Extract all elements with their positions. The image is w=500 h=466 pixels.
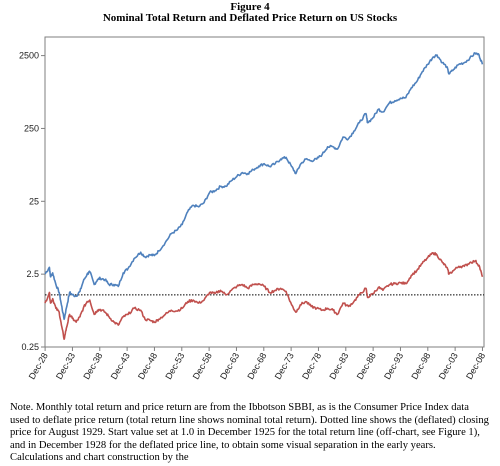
y-tick-label: 250 [24,123,39,133]
x-tick-label: Dec-93 [382,351,405,381]
chart-note: Note. Monthly total return and price ret… [10,402,489,464]
x-tick-label: Dec-28 [27,351,50,381]
x-tick-label: Dec-83 [327,351,350,381]
series-line-total-return [44,52,484,321]
x-tick-label: Dec-78 [300,351,323,381]
x-tick-label: Dec-03 [437,351,460,381]
figure-label: Figure 4 [230,1,270,13]
x-tick-label: Dec-58 [191,351,214,381]
x-tick-label: Dec-43 [109,351,132,381]
plot-area: 0.25 2.5 25 250 2500 Dec-28 Dec-33 Dec-38 Dec-43… [19,36,487,381]
x-tick-label: Dec-68 [245,351,268,381]
y-tick-label: 0.25 [21,342,39,352]
x-tick-label: Dec-98 [409,351,432,381]
x-tick-label: Dec-73 [273,351,296,381]
plot-frame [44,36,485,348]
x-tick-label: Dec-53 [163,351,186,381]
chart-title: Nominal Total Return and Deflated Price … [102,12,398,24]
series-line-deflated-price [44,251,484,340]
chart: 0.25 2.5 25 250 2500 Dec-28 Dec-33 Dec-38 Dec-43… [19,36,487,381]
y-tick-label: 2500 [19,51,39,61]
x-tick-label: Dec-88 [355,351,378,381]
y-tick-label: 25 [29,196,39,206]
y-tick-label: 2.5 [26,269,39,279]
x-tick-label: Dec-08 [464,351,487,381]
x-tick-label: Dec-38 [81,351,104,381]
x-tick-label: Dec-63 [218,351,241,381]
x-tick-label: Dec-48 [136,351,159,381]
x-tick-label: Dec-33 [54,351,77,381]
